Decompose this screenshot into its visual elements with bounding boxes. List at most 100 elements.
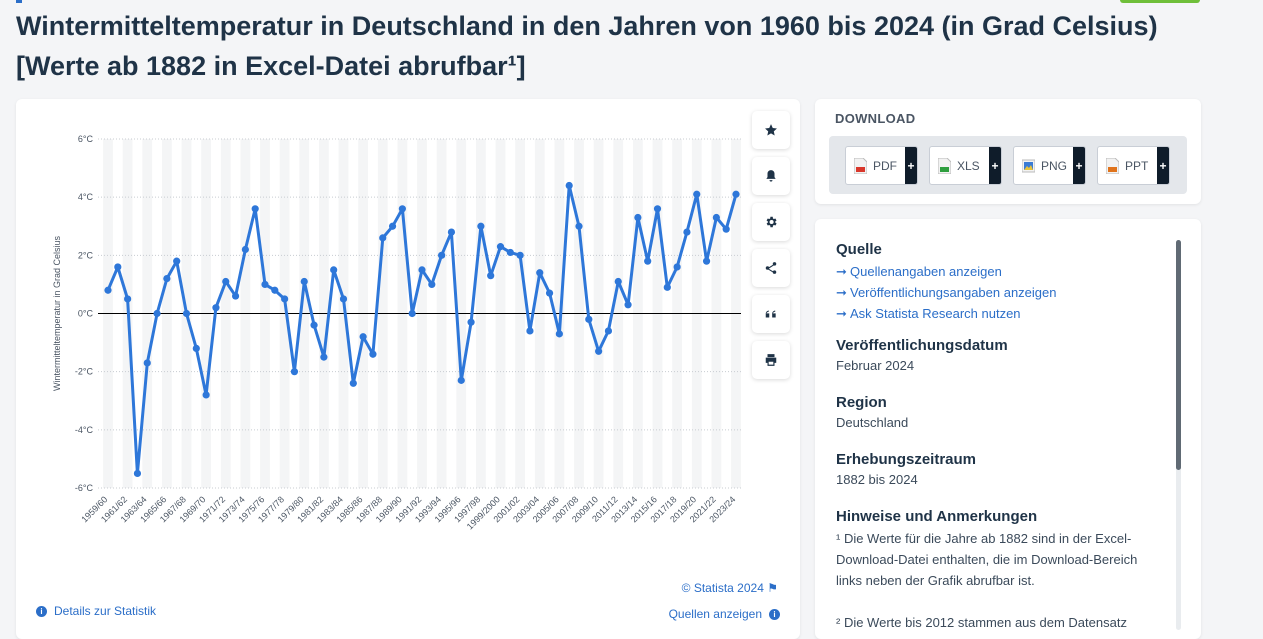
- data-point: [575, 222, 583, 230]
- download-card: DOWNLOAD PDF + XLS + PNG + PPT +: [815, 99, 1201, 204]
- y-tick-label: 0°C: [78, 309, 94, 319]
- data-point: [320, 353, 328, 361]
- data-point: [192, 344, 200, 352]
- data-point: [339, 295, 348, 303]
- download-png-button[interactable]: PNG +: [1013, 146, 1086, 185]
- data-point: [241, 245, 249, 254]
- data-point: [231, 292, 240, 300]
- details-link[interactable]: i Details zur Statistik: [36, 604, 156, 618]
- data-point: [330, 266, 338, 274]
- download-xls-button[interactable]: XLS +: [929, 146, 1002, 185]
- data-point: [526, 327, 534, 335]
- published-value: Februar 2024: [836, 358, 915, 373]
- gear-icon: [766, 216, 777, 228]
- data-point: [281, 295, 289, 303]
- arrow-right-icon: ➞: [836, 306, 847, 321]
- data-point: [673, 263, 681, 271]
- data-point: [693, 190, 701, 198]
- page-title: Wintermitteltemperatur in Deutschland in…: [16, 11, 1158, 81]
- notes-heading: Hinweise und Anmerkungen: [836, 508, 1038, 525]
- download-pdf-button[interactable]: PDF +: [845, 146, 918, 185]
- source-link-ask-statista[interactable]: ➞ Ask Statista Research nutzen: [836, 303, 1166, 324]
- data-point: [261, 280, 269, 289]
- period-value: 1882 bis 2024: [836, 472, 918, 487]
- data-point: [683, 228, 691, 236]
- settings-button[interactable]: [752, 203, 790, 241]
- data-point: [202, 391, 210, 399]
- bell-icon: [766, 170, 776, 182]
- data-point: [585, 315, 593, 323]
- y-tick-label: -6°C: [75, 483, 94, 493]
- data-point: [644, 257, 652, 265]
- data-point: [408, 309, 416, 318]
- data-point: [428, 280, 436, 289]
- ppt-file-icon: [1105, 157, 1120, 174]
- data-point: [545, 289, 554, 297]
- data-point: [153, 309, 161, 318]
- data-point: [143, 359, 151, 367]
- data-point: [457, 376, 465, 384]
- data-point: [104, 286, 112, 294]
- data-point: [634, 213, 642, 222]
- data-point: [212, 304, 220, 312]
- quote-icon: [765, 310, 776, 318]
- period-heading: Erhebungszeitraum: [836, 451, 977, 468]
- region-value: Deutschland: [836, 415, 909, 430]
- cite-button[interactable]: [752, 295, 790, 333]
- metadata-card: Quelle ➞ Quellenangaben anzeigen ➞ Veröffe…: [815, 219, 1201, 639]
- scrollbar-thumb[interactable]: [1176, 240, 1181, 470]
- flag-icon: ⚑: [767, 581, 778, 595]
- data-point: [663, 283, 671, 291]
- data-point: [565, 181, 573, 190]
- data-point: [349, 379, 357, 387]
- y-tick-label: 2°C: [78, 250, 94, 260]
- data-point: [702, 257, 711, 265]
- data-point: [369, 350, 377, 358]
- data-point: [438, 251, 446, 259]
- arrow-right-icon: ➞: [836, 285, 847, 300]
- download-bar: PDF + XLS + PNG + PPT +: [829, 136, 1187, 194]
- source-link-veroeffentlichung[interactable]: ➞ Veröffentlichungsangaben anzeigen: [836, 282, 1166, 303]
- data-point: [163, 275, 171, 283]
- source-heading: Quelle: [836, 241, 882, 258]
- download-title: DOWNLOAD: [835, 111, 916, 126]
- data-point: [173, 257, 181, 265]
- show-sources-link[interactable]: Quellen anzeigen i: [669, 607, 780, 621]
- data-point: [398, 205, 406, 213]
- arrow-right-icon: ➞: [836, 264, 847, 279]
- data-point: [506, 248, 514, 257]
- y-tick-label: -2°C: [75, 367, 94, 377]
- region-heading: Region: [836, 394, 887, 411]
- line-chart: 6°C 4°C 2°C 0°C -2°C -4°C -6°C Wintermitteltemp…: [52, 134, 741, 531]
- data-point: [595, 347, 603, 355]
- y-tick-label: -4°C: [75, 425, 94, 435]
- source-link-quellenangaben[interactable]: ➞ Quellenangaben anzeigen: [836, 261, 1166, 282]
- notification-button[interactable]: [752, 157, 790, 195]
- data-point: [114, 263, 122, 271]
- data-point: [722, 225, 730, 233]
- png-file-icon: [1021, 158, 1036, 174]
- xls-file-icon: [937, 157, 952, 174]
- favorite-button[interactable]: [752, 111, 790, 149]
- download-ppt-button[interactable]: PPT +: [1097, 146, 1170, 185]
- data-point: [555, 330, 563, 338]
- data-point: [614, 277, 622, 286]
- data-point: [418, 266, 426, 274]
- info-icon: i: [769, 608, 780, 620]
- data-point: [379, 234, 387, 242]
- share-icon: [765, 262, 777, 274]
- chart-toolbar: [752, 111, 790, 387]
- data-point: [653, 205, 662, 213]
- info-icon: i: [36, 605, 47, 617]
- chart-card: 6°C 4°C 2°C 0°C -2°C -4°C -6°C Wintermitteltemp…: [16, 99, 800, 639]
- data-point: [604, 327, 613, 335]
- data-point: [477, 222, 485, 230]
- top-accent-left: [16, 0, 22, 3]
- share-button[interactable]: [752, 249, 790, 287]
- print-icon: [765, 354, 777, 366]
- data-point: [516, 251, 524, 259]
- note-1: ¹ Die Werte für die Jahre ab 1882 sind i…: [836, 531, 1138, 588]
- statista-credit[interactable]: © Statista 2024 ⚑: [681, 581, 778, 595]
- print-button[interactable]: [752, 341, 790, 379]
- pdf-file-icon: [853, 157, 868, 174]
